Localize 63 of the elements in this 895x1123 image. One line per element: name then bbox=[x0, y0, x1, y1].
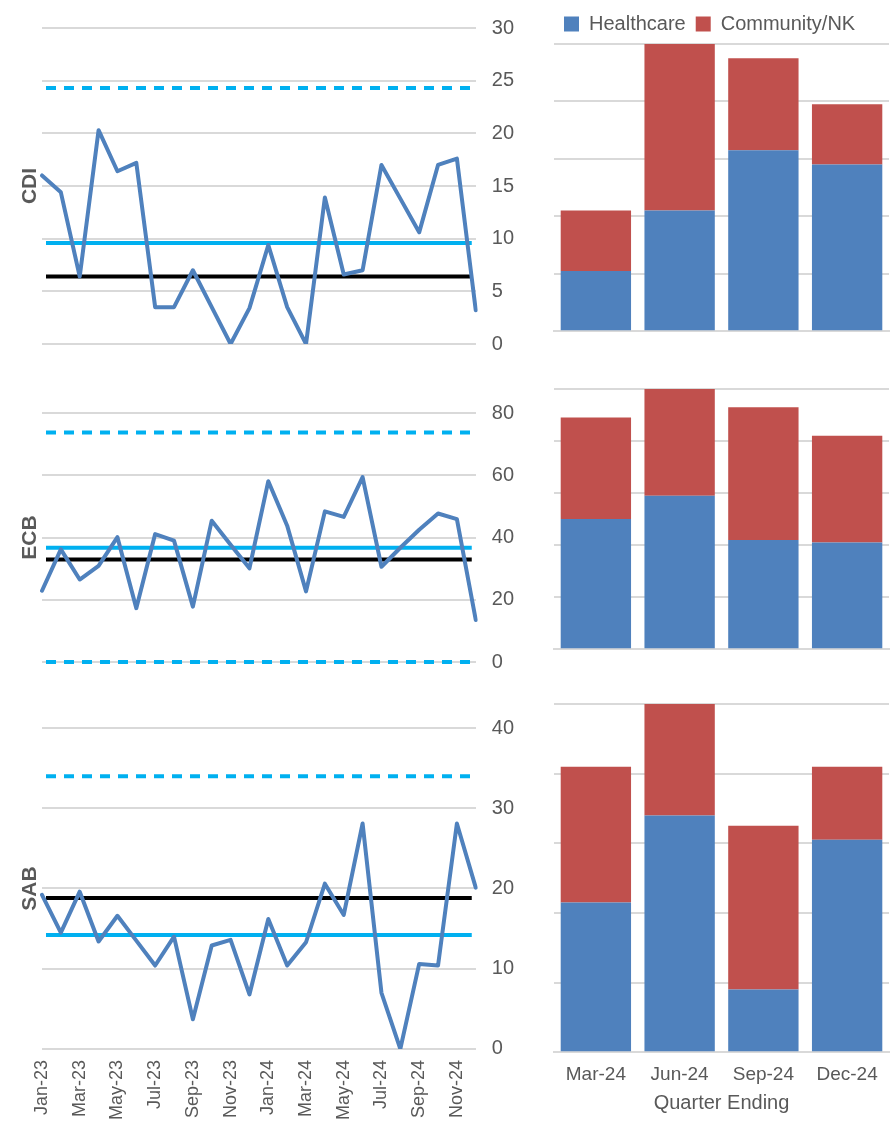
y-tick-label: 20 bbox=[491, 876, 514, 899]
x-tick-label: Dec-24 bbox=[816, 1062, 879, 1084]
x-tick-label: Nov-24 bbox=[445, 1059, 466, 1119]
bar bbox=[644, 210, 715, 331]
x-tick-label: Jun-24 bbox=[650, 1062, 710, 1084]
x-tick-label: Sep-24 bbox=[408, 1059, 429, 1119]
y-tick-label: 10 bbox=[491, 226, 514, 249]
x-tick-label: Mar-24 bbox=[565, 1062, 627, 1084]
x-tick-label: Jan-23 bbox=[30, 1059, 51, 1116]
bar bbox=[728, 539, 799, 649]
y-tick-label: 30 bbox=[491, 795, 514, 818]
y-tick-label: 0 bbox=[491, 649, 503, 672]
y-tick-label: 0 bbox=[491, 1036, 503, 1059]
bar bbox=[644, 704, 715, 816]
y-axis-title: ECB bbox=[16, 515, 40, 560]
x-tick-label: May-23 bbox=[106, 1059, 127, 1121]
y-tick-label: 80 bbox=[491, 400, 514, 423]
bar bbox=[644, 389, 715, 496]
y-tick-label: 30 bbox=[491, 15, 514, 38]
x-tick-label: Mar-23 bbox=[68, 1059, 89, 1117]
bar bbox=[560, 519, 632, 649]
x-tick-label: Sep-23 bbox=[181, 1059, 202, 1119]
y-axis-title: CDI bbox=[16, 167, 40, 205]
x-tick-label: Jan-24 bbox=[257, 1059, 278, 1116]
y-tick-label: 25 bbox=[491, 68, 514, 91]
y-tick-label: 40 bbox=[491, 715, 514, 738]
y-tick-label: 40 bbox=[491, 525, 514, 548]
y-tick-label: 15 bbox=[491, 173, 514, 196]
bar bbox=[728, 825, 799, 990]
bar bbox=[560, 417, 632, 520]
y-tick-label: 5 bbox=[491, 278, 503, 301]
bar bbox=[728, 58, 799, 151]
bar bbox=[811, 766, 883, 840]
bar bbox=[811, 542, 883, 649]
y-axis-title: SAB bbox=[16, 866, 40, 911]
bar bbox=[560, 766, 632, 903]
bar bbox=[728, 989, 799, 1052]
legend-label: Community/NK bbox=[720, 11, 856, 34]
bar bbox=[811, 839, 883, 1052]
x-tick-label: Nov-23 bbox=[219, 1059, 240, 1119]
y-tick-label: 10 bbox=[491, 956, 514, 979]
bar bbox=[728, 150, 799, 331]
legend-label: Healthcare bbox=[589, 11, 686, 34]
x-tick-label: Mar-24 bbox=[294, 1059, 315, 1117]
y-tick-label: 60 bbox=[491, 462, 514, 485]
bar bbox=[644, 495, 715, 649]
bar bbox=[560, 902, 632, 1052]
bar bbox=[560, 210, 632, 271]
bar bbox=[644, 815, 715, 1052]
y-tick-label: 0 bbox=[491, 331, 503, 354]
bar bbox=[811, 435, 883, 543]
x-axis-title: Quarter Ending bbox=[653, 1090, 790, 1113]
x-tick-label: Jul-24 bbox=[370, 1059, 391, 1110]
bar bbox=[644, 44, 715, 211]
bar bbox=[560, 270, 632, 331]
x-tick-label: May-24 bbox=[332, 1059, 353, 1121]
bar bbox=[728, 407, 799, 540]
y-tick-label: 20 bbox=[491, 120, 514, 143]
bar bbox=[811, 164, 883, 331]
x-tick-label: Jul-23 bbox=[144, 1059, 165, 1110]
y-tick-label: 20 bbox=[491, 587, 514, 610]
bar bbox=[811, 104, 883, 165]
x-tick-label: Sep-24 bbox=[732, 1062, 795, 1084]
